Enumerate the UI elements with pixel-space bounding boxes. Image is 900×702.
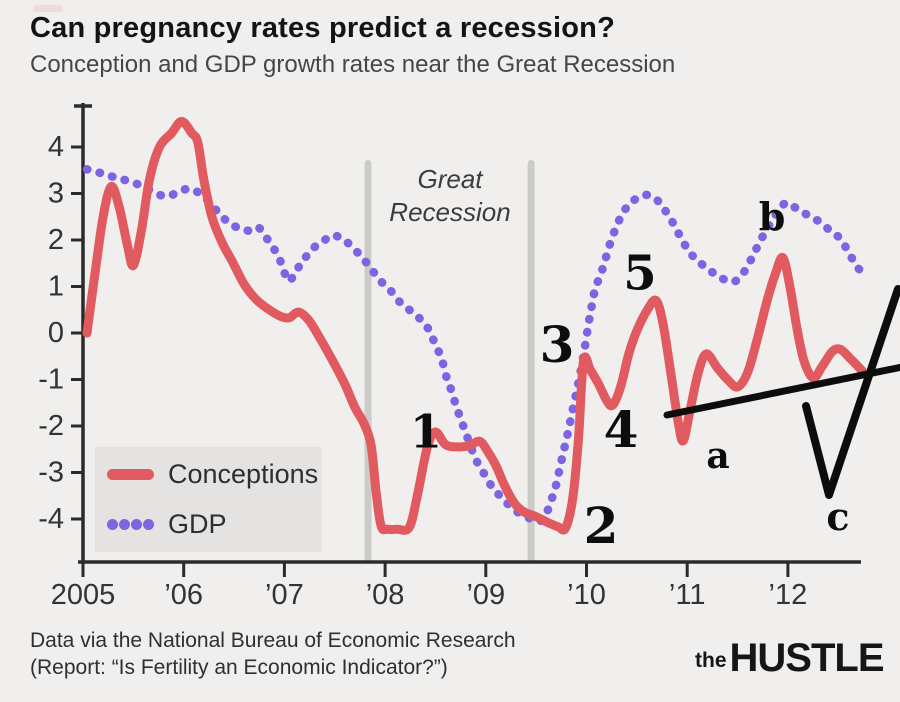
recession-band-label: Great Recession <box>389 164 511 227</box>
the-hustle-logo: the HUSTLE <box>695 636 885 680</box>
y-tick-label: -2 <box>38 410 64 442</box>
legend-label-gdp: GDP <box>168 509 227 539</box>
logo-hustle: HUSTLE <box>729 636 885 680</box>
x-tick-label: ’07 <box>265 579 304 611</box>
conceptions-line <box>82 116 867 535</box>
source-caption-line1: Data via the National Bureau of Economic… <box>30 629 516 652</box>
y-tick-label: -3 <box>38 457 64 489</box>
top-left-smudge <box>33 5 63 12</box>
x-tick-label: 2005 <box>51 579 116 611</box>
y-tick-label: 4 <box>48 131 64 163</box>
gdp-dots-swatch <box>107 519 154 530</box>
source-caption: Data via the National Bureau of Economic… <box>30 627 516 681</box>
conceptions-line-swatch <box>107 469 154 480</box>
source-caption-line2: (Report: “Is Fertility an Economic Indic… <box>30 656 448 679</box>
x-tick-label: ’12 <box>769 579 808 611</box>
y-tick-label: -1 <box>38 364 64 396</box>
annotation-a: a <box>706 435 729 477</box>
y-tick-label: 0 <box>48 317 64 349</box>
x-tick-label: ’11 <box>669 579 706 611</box>
recession-band-end-bar <box>527 160 535 562</box>
logo-the: the <box>695 649 727 673</box>
x-tick-label: ’06 <box>164 579 203 611</box>
annotation-1: 1 <box>410 405 442 459</box>
gdp-line <box>82 165 868 527</box>
annotation-4: 4 <box>604 400 639 459</box>
annotation-b: b <box>759 194 786 239</box>
x-tick-label: ’10 <box>567 579 606 611</box>
x-tick-label: ’09 <box>466 579 505 611</box>
chart-subtitle: Conception and GDP growth rates near the… <box>30 51 676 78</box>
y-tick-label: 3 <box>48 178 64 210</box>
y-tick-label: 1 <box>48 271 64 303</box>
annotation-c: c <box>826 494 849 539</box>
annotation-3: 3 <box>540 315 575 374</box>
y-tick-label: 2 <box>48 224 64 256</box>
check-mark <box>802 285 900 499</box>
chart-title: Can pregnancy rates predict a recession? <box>30 12 615 44</box>
trend-line <box>663 363 900 419</box>
legend-label-conceptions: Conceptions <box>168 459 319 489</box>
legend: Conceptions GDP <box>95 447 322 552</box>
legend-item-conceptions: Conceptions <box>95 450 322 500</box>
annotation-5: 5 <box>623 245 656 301</box>
x-tick-label: ’08 <box>366 579 405 611</box>
y-tick-label: -4 <box>38 503 64 535</box>
legend-item-gdp: GDP <box>95 500 322 550</box>
annotation-2: 2 <box>584 496 619 555</box>
